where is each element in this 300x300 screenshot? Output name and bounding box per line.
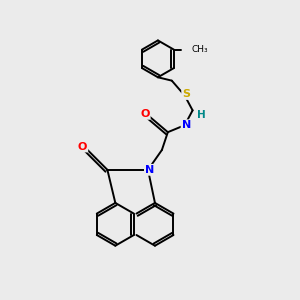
Text: O: O	[140, 109, 150, 119]
Text: S: S	[182, 89, 190, 99]
Text: O: O	[78, 142, 87, 152]
Text: H: H	[197, 110, 206, 120]
Text: N: N	[145, 165, 154, 175]
Text: N: N	[182, 120, 191, 130]
Text: CH₃: CH₃	[192, 45, 208, 54]
